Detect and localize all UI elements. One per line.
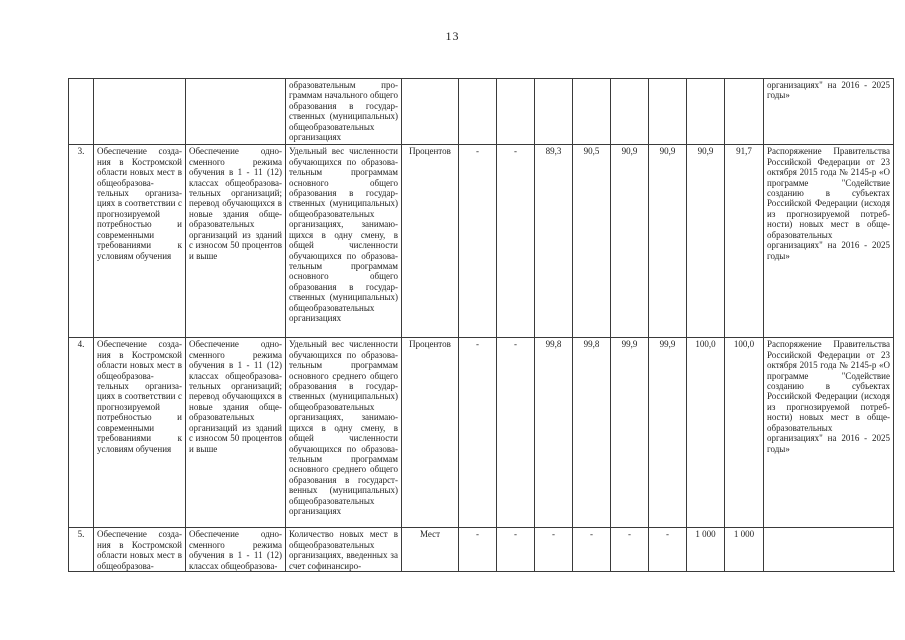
- cell-value: 99,8: [534, 337, 573, 529]
- document-table: образовательным про­граммам начального о…: [68, 78, 894, 571]
- cell-value: [724, 78, 764, 146]
- cell-index: 4.: [68, 337, 94, 529]
- cell-task: Обеспечение созда­ния в Костромской обла…: [93, 337, 186, 529]
- cell-index: [68, 78, 94, 146]
- cell-value: 90,9: [686, 144, 725, 339]
- cell-value: 90,9: [610, 144, 649, 339]
- cell-value: 100,0: [724, 337, 764, 529]
- cell-value: 99,8: [572, 337, 611, 529]
- cell-indicator: образовательным про­граммам начального о…: [285, 78, 402, 146]
- cell-value: 100,0: [686, 337, 725, 529]
- cell-value: -: [496, 337, 535, 529]
- cell-value: -: [458, 144, 497, 339]
- table-row: образовательным про­граммам начального о…: [68, 78, 894, 146]
- cell-value: -: [648, 527, 687, 571]
- cell-unit: Процентов: [401, 144, 459, 339]
- cell-value: -: [496, 527, 535, 571]
- table-row: 3. Обеспечение созда­ния в Костромской о…: [68, 144, 894, 339]
- cell-value: 90,9: [648, 144, 687, 339]
- page-number: 13: [445, 29, 460, 43]
- cell-indicator: Удельный вес числен­ности обучаю­щихся п…: [285, 144, 402, 339]
- cell-value: -: [534, 527, 573, 571]
- cell-value: -: [458, 337, 497, 529]
- cell-value: 89,3: [534, 144, 573, 339]
- cell-value: -: [458, 527, 497, 571]
- table-row: 4. Обеспечение созда­ния в Костромской о…: [68, 337, 894, 529]
- table-row: 5. Обеспечение созда­ния в Костромской о…: [68, 527, 894, 571]
- cell-reference: [763, 527, 894, 571]
- cell-measure: Обеспечение одно­сменного режима обучени…: [185, 337, 286, 529]
- table-clip-area: образовательным про­граммам начального о…: [68, 78, 895, 572]
- cell-value: [572, 78, 611, 146]
- cell-value: 99,9: [610, 337, 649, 529]
- cell-unit: Мест: [401, 527, 459, 571]
- cell-value: 99,9: [648, 337, 687, 529]
- cell-value: [534, 78, 573, 146]
- cell-task: Обеспечение созда­ния в Костромской обла…: [93, 527, 186, 571]
- cell-reference: Распоряжение Прави­тельства Российской Ф…: [763, 144, 894, 339]
- cell-reference: Распоряжение Прави­тельства Российской Ф…: [763, 337, 894, 529]
- cell-value: [610, 78, 649, 146]
- cell-value: 90,5: [572, 144, 611, 339]
- cell-value: [686, 78, 725, 146]
- cell-value: 1 000: [724, 527, 764, 571]
- cell-value: -: [572, 527, 611, 571]
- cell-index: 5.: [68, 527, 94, 571]
- cell-indicator: Количество новых мест в обще­образова­те…: [285, 527, 402, 571]
- cell-unit: [401, 78, 459, 146]
- cell-reference: организациях" на 2016 - 2025 годы»: [763, 78, 894, 146]
- cell-index: 3.: [68, 144, 94, 339]
- cell-value: [496, 78, 535, 146]
- cell-task: [93, 78, 186, 146]
- cell-task: Обеспечение созда­ния в Костромской обла…: [93, 144, 186, 339]
- cell-value: 1 000: [686, 527, 725, 571]
- cell-unit: Процентов: [401, 337, 459, 529]
- cell-value: -: [610, 527, 649, 571]
- cell-measure: Обеспечение одно­сменного режима обучени…: [185, 144, 286, 339]
- cell-value: [458, 78, 497, 146]
- cell-measure: Обеспечение одно­сменного режима обучени…: [185, 527, 286, 571]
- cell-value: [648, 78, 687, 146]
- cell-measure: [185, 78, 286, 146]
- cell-indicator: Удельный вес числен­ности обучаю­щихся п…: [285, 337, 402, 529]
- cell-value: 91,7: [724, 144, 764, 339]
- cell-value: -: [496, 144, 535, 339]
